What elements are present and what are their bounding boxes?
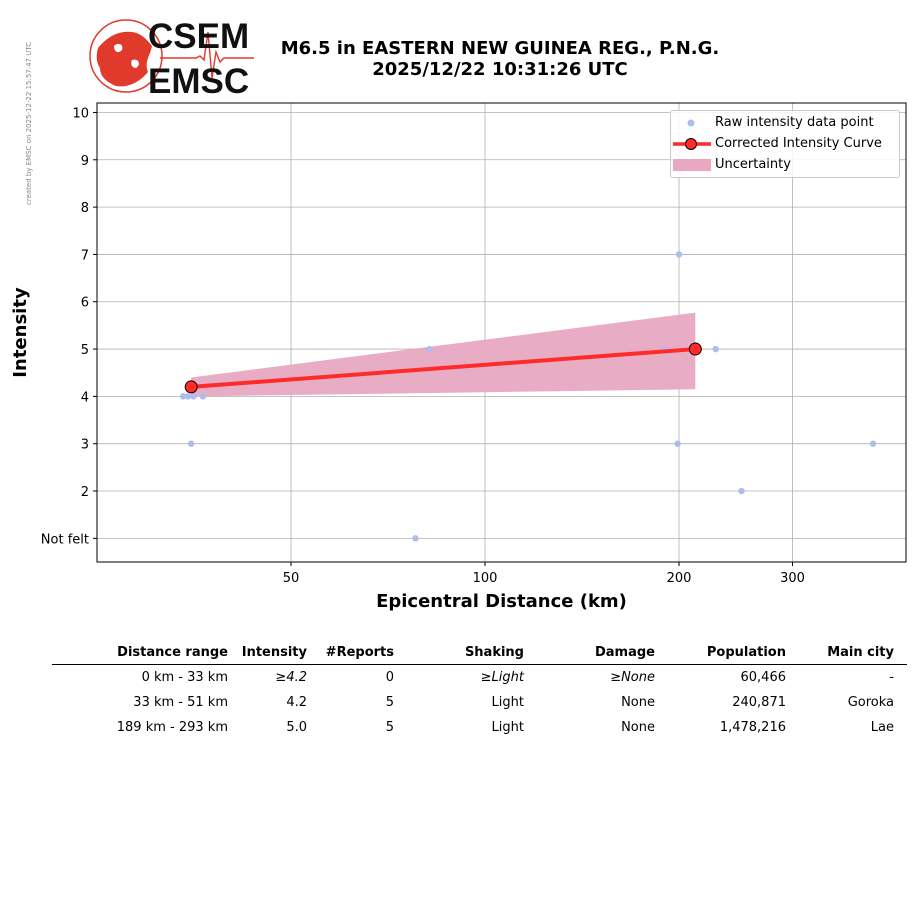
cell-distance-range: 33 km - 51 km: [133, 695, 228, 710]
cell-shaking: ≥Light: [480, 670, 524, 685]
cell-reports: 5: [385, 695, 394, 710]
y-tick-label: 5: [81, 343, 89, 358]
legend-curve-marker: [673, 138, 711, 150]
table-row: 33 km - 51 km 4.2 5 Light None 240,871 G…: [52, 690, 907, 715]
cell-population: 240,871: [732, 695, 786, 710]
x-tick-label: 100: [473, 571, 498, 586]
cell-distance-range: 189 km - 293 km: [116, 720, 228, 735]
y-tick-label: 9: [81, 154, 89, 169]
y-axis-label: Intensity: [10, 287, 31, 378]
uncertainty-band-layer: [191, 312, 696, 397]
raw-data-point: [184, 393, 192, 400]
raw-data-point: [412, 535, 419, 542]
y-tick-label: 7: [81, 248, 89, 263]
raw-data-point: [712, 345, 719, 353]
y-tick-label: 8: [81, 201, 89, 216]
cell-main-city: Goroka: [847, 695, 894, 710]
raw-points-layer: [179, 251, 877, 542]
cell-intensity: 5.0: [286, 720, 307, 735]
raw-data-point: [675, 251, 683, 258]
uncertainty-band: [191, 312, 696, 397]
y-tick-label: Not felt: [41, 532, 89, 547]
corrected-curve-layer: [184, 342, 702, 394]
legend-uncertainty-label: Uncertainty: [715, 157, 791, 172]
chart-title: M6.5 in EASTERN NEW GUINEA REG., P.N.G. …: [250, 38, 750, 80]
legend: Raw intensity data point Corrected Inten…: [670, 110, 900, 178]
intensity-summary-table: Distance range Intensity #Reports Shakin…: [52, 640, 907, 740]
intensity-distance-chart: 50 100 200 300 Not felt 2 3 4 5 6 7 8 9 10 Epicentral…: [10, 102, 907, 612]
y-tick-label: 10: [72, 106, 89, 121]
cell-damage: None: [621, 720, 655, 735]
raw-data-point: [199, 393, 207, 400]
cell-intensity: 4.2: [286, 695, 307, 710]
header-population: Population: [668, 640, 799, 665]
csem-emsc-logo: CSEM EMSC: [89, 17, 254, 100]
credit-label: created by EMSC on 2025-12-22 15:57:47 U…: [25, 42, 33, 205]
y-tick-label: 4: [81, 390, 89, 405]
table-header-row: Distance range Intensity #Reports Shakin…: [52, 640, 907, 665]
x-tick-label: 50: [283, 571, 300, 586]
table-row: 0 km - 33 km ≥4.2 0 ≥Light ≥None 60,466 …: [52, 665, 907, 691]
cell-population: 60,466: [740, 670, 787, 685]
logo-line1: CSEM: [148, 17, 249, 56]
raw-data-point: [674, 440, 681, 447]
cell-shaking: Light: [491, 720, 524, 735]
raw-data-point: [738, 487, 745, 495]
cell-population: 1,478,216: [719, 720, 786, 735]
raw-data-point: [426, 345, 433, 353]
header-main-city: Main city: [799, 640, 907, 665]
ticks: 50 100 200 300 Not felt 2 3 4 5 6 7 8 9 10: [41, 106, 805, 586]
raw-data-point: [190, 393, 197, 400]
title-line2: 2025/12/22 10:31:26 UTC: [372, 59, 628, 80]
cell-reports: 0: [385, 670, 394, 685]
y-tick-label: 6: [81, 296, 89, 311]
cell-intensity: ≥4.2: [275, 670, 307, 685]
header-damage: Damage: [537, 640, 668, 665]
cell-main-city: Lae: [870, 720, 894, 735]
legend-curve-label: Corrected Intensity Curve: [715, 136, 882, 151]
title-line1: M6.5 in EASTERN NEW GUINEA REG., P.N.G.: [280, 38, 720, 59]
legend-raw-marker: [687, 119, 695, 127]
credit-text: created by EMSC on 2025-12-22 15:57:47 U…: [25, 42, 33, 205]
header-reports: #Reports: [320, 640, 407, 665]
raw-data-point: [179, 393, 187, 400]
x-axis-label: Epicentral Distance (km): [376, 591, 627, 612]
legend-uncertainty-marker: [673, 159, 711, 171]
cell-damage: None: [621, 695, 655, 710]
table-row: 189 km - 293 km 5.0 5 Light None 1,478,2…: [52, 715, 907, 740]
x-tick-label: 200: [667, 571, 692, 586]
corrected-curve-point: [184, 380, 198, 394]
cell-shaking: Light: [491, 695, 524, 710]
x-tick-label: 300: [780, 571, 805, 586]
corrected-curve-point: [688, 342, 702, 356]
raw-data-point: [187, 440, 195, 447]
legend-item-uncertainty: Uncertainty: [671, 156, 899, 174]
legend-raw-label: Raw intensity data point: [715, 115, 874, 130]
logo-line2: EMSC: [148, 62, 249, 100]
cell-main-city: -: [889, 670, 894, 685]
raw-data-point: [869, 440, 877, 447]
legend-item-curve: Corrected Intensity Curve: [671, 135, 899, 153]
header-distance-range: Distance range: [52, 640, 241, 665]
cell-damage: ≥None: [610, 670, 655, 685]
plot-frame: [96, 102, 907, 563]
y-tick-label: 2: [81, 485, 89, 500]
legend-item-raw: Raw intensity data point: [671, 114, 899, 132]
cell-distance-range: 0 km - 33 km: [141, 670, 228, 685]
header-shaking: Shaking: [407, 640, 537, 665]
corrected-curve-line: [191, 347, 696, 389]
y-tick-label: 3: [81, 438, 89, 453]
cell-reports: 5: [385, 720, 394, 735]
header-intensity: Intensity: [241, 640, 320, 665]
